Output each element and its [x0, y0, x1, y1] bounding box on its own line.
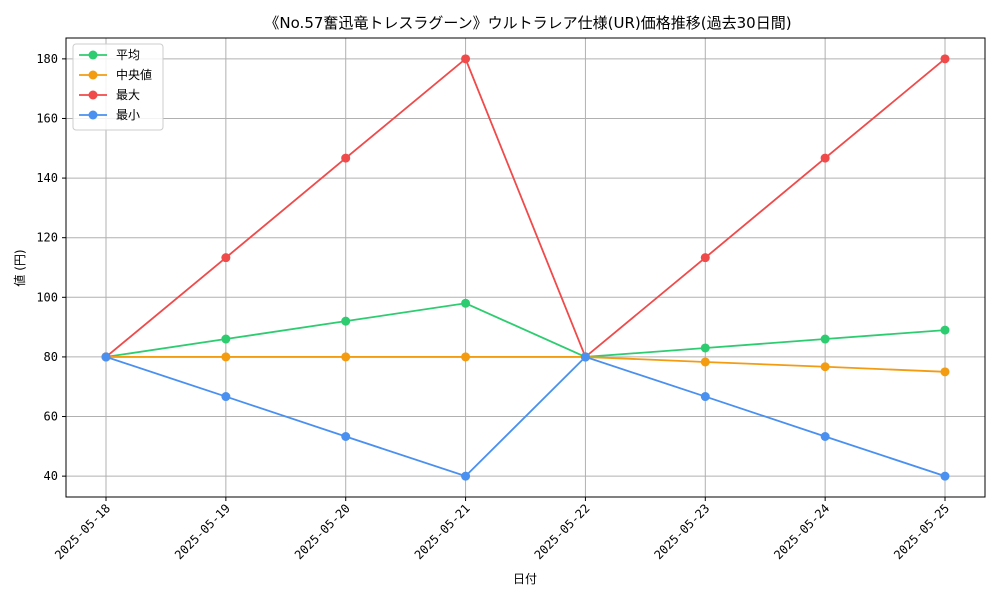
- legend-item: 最大: [79, 88, 140, 102]
- legend-swatch-marker: [88, 110, 98, 120]
- plot-frame: [65, 37, 986, 498]
- legend-item: 平均: [79, 48, 140, 62]
- x-tick-label: 2025-05-25: [891, 501, 952, 562]
- x-tick-label: 2025-05-23: [651, 501, 712, 562]
- data-point: [580, 352, 590, 362]
- series-line: [105, 302, 946, 358]
- data-point: [221, 392, 231, 402]
- series-1: [101, 352, 950, 377]
- legend-swatch-marker: [88, 70, 98, 80]
- series-group: [101, 54, 950, 481]
- data-point: [820, 334, 830, 344]
- data-point: [940, 325, 950, 335]
- y-tick-label: 140: [36, 171, 58, 185]
- series-line: [105, 355, 946, 478]
- y-tick-label: 60: [44, 410, 58, 424]
- x-axis-title: 日付: [513, 572, 537, 586]
- y-tick-label: 100: [36, 290, 58, 304]
- x-tick-label: 2025-05-20: [292, 501, 353, 562]
- legend-label: 中央値: [116, 67, 152, 82]
- legend-label: 平均: [116, 48, 140, 62]
- y-axis-title: 値 (円): [12, 249, 27, 286]
- series-line: [106, 356, 946, 373]
- y-tick-label: 40: [44, 469, 58, 483]
- y-tick-label: 120: [36, 231, 58, 245]
- x-tick-label: 2025-05-24: [771, 501, 832, 562]
- data-point: [341, 316, 351, 326]
- chart-title: 《No.57奮迅竜トレスラグーン》ウルトラレア仕様(UR)価格推移(過去30日間…: [264, 14, 791, 32]
- data-point: [820, 362, 830, 372]
- y-tick-label: 180: [36, 52, 58, 66]
- data-point: [700, 392, 710, 402]
- legend-item: 最小: [79, 108, 140, 122]
- data-point: [341, 352, 351, 362]
- data-point: [940, 471, 950, 481]
- series-3: [101, 352, 950, 481]
- x-tick-label: 2025-05-19: [172, 501, 233, 562]
- legend-label: 最大: [116, 88, 140, 102]
- series-0: [101, 298, 950, 362]
- series-2: [101, 54, 950, 362]
- data-point: [820, 431, 830, 441]
- data-point: [700, 343, 710, 353]
- legend-swatch-marker: [88, 50, 98, 60]
- data-point: [341, 431, 351, 441]
- y-tick-label: 160: [36, 111, 58, 125]
- data-point: [221, 253, 231, 263]
- data-point: [341, 153, 351, 163]
- data-point: [700, 357, 710, 367]
- x-tick-label: 2025-05-21: [412, 501, 473, 562]
- data-point: [101, 352, 111, 362]
- axes: 40 60 80 100 120 140 160 180 2025-05-18 2025-05-1…: [36, 37, 986, 562]
- legend-label: 最小: [116, 108, 140, 122]
- data-point: [940, 367, 950, 377]
- legend-swatch-marker: [88, 90, 98, 100]
- x-tick-label: 2025-05-18: [52, 501, 113, 562]
- data-point: [461, 298, 471, 308]
- data-point: [461, 54, 471, 64]
- data-point: [461, 352, 471, 362]
- data-point: [700, 253, 710, 263]
- x-tick-label: 2025-05-22: [532, 501, 593, 562]
- data-point: [940, 54, 950, 64]
- series-line: [105, 57, 946, 359]
- y-tick-label: 80: [44, 350, 58, 364]
- legend-item: 中央値: [79, 67, 152, 82]
- data-point: [461, 471, 471, 481]
- data-point: [221, 352, 231, 362]
- data-point: [221, 334, 231, 344]
- legend-box: [72, 43, 164, 131]
- data-point: [820, 153, 830, 163]
- grid: [66, 38, 985, 497]
